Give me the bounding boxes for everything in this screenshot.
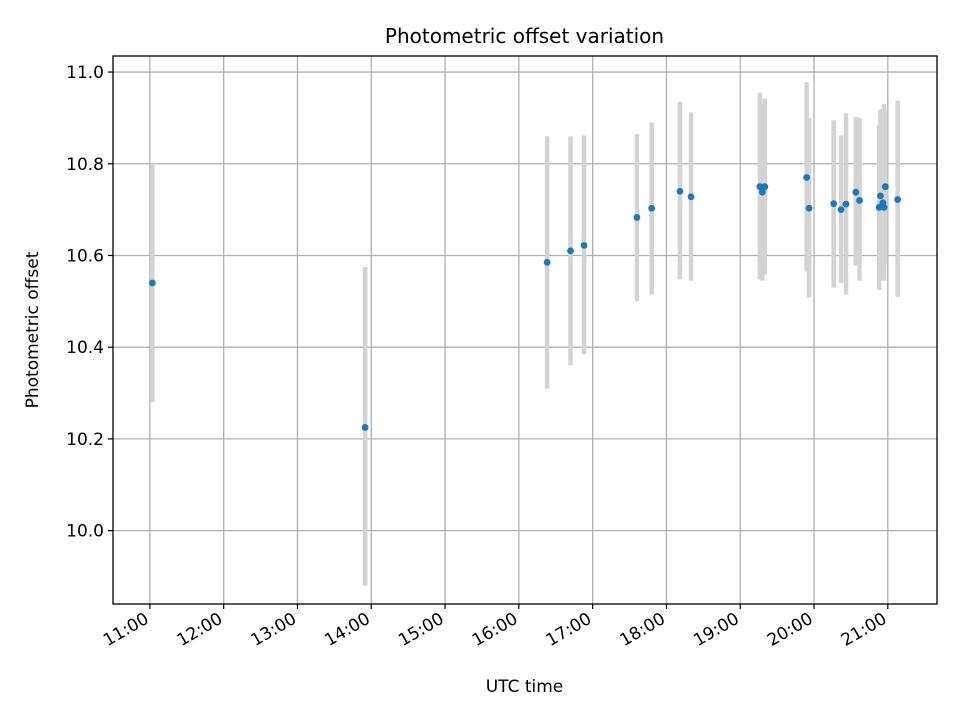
x-tick-label: 15:00 [395, 609, 447, 651]
data-point [580, 241, 588, 249]
data-point [361, 424, 369, 431]
data-point [830, 200, 838, 208]
error-bars [150, 82, 900, 586]
y-tick-label: 10.2 [66, 430, 104, 450]
data-point [633, 214, 641, 221]
y-tick-label: 10.0 [66, 522, 104, 542]
data-point [852, 188, 860, 196]
x-tick-label: 14:00 [321, 609, 373, 651]
data-point [803, 174, 811, 181]
data-point [761, 183, 769, 191]
y-tick-label: 10.8 [66, 155, 104, 175]
data-point [881, 183, 889, 191]
x-tick-label: 19:00 [690, 609, 742, 651]
data-point [837, 206, 845, 214]
x-tick-label: 17:00 [543, 609, 595, 651]
x-axis-label: UTC time [486, 677, 564, 697]
y-tick-label: 10.6 [66, 246, 104, 266]
data-point [877, 192, 884, 200]
y-tick-label: 11.0 [66, 63, 104, 83]
x-tick-label: 13:00 [248, 609, 300, 651]
chart-title: Photometric offset variation [385, 24, 664, 48]
data-point [687, 193, 695, 201]
data-point [148, 279, 156, 287]
plot-frame [112, 55, 938, 605]
data-point [758, 188, 766, 196]
data-point [805, 204, 813, 212]
grid [113, 56, 937, 604]
data-point [676, 187, 684, 195]
x-tick-label: 20:00 [764, 609, 816, 651]
y-axis-ticks: 10.0 10.2 10.4 10.6 10.8 11.0 [66, 63, 113, 542]
data-point [894, 196, 902, 203]
x-tick-label: 16:00 [469, 609, 521, 651]
y-tick-label: 10.4 [66, 338, 104, 358]
data-point [856, 197, 863, 204]
x-tick-label: 21:00 [838, 609, 890, 651]
data-point [648, 204, 656, 212]
data-point [875, 203, 883, 211]
data-point [842, 200, 850, 208]
data-point [756, 183, 764, 191]
x-axis-ticks: 11:00 12:00 13:00 14:00 15:00 16:00 17:00 18:00… [100, 604, 890, 651]
data-point [880, 203, 888, 211]
x-tick-label: 11:00 [100, 609, 152, 651]
x-tick-label: 12:00 [174, 609, 226, 651]
y-axis-label: Photometric offset [23, 251, 43, 408]
x-tick-label: 18:00 [616, 609, 668, 651]
data-point [567, 247, 574, 255]
data-points [148, 174, 902, 431]
data-point [543, 258, 551, 266]
